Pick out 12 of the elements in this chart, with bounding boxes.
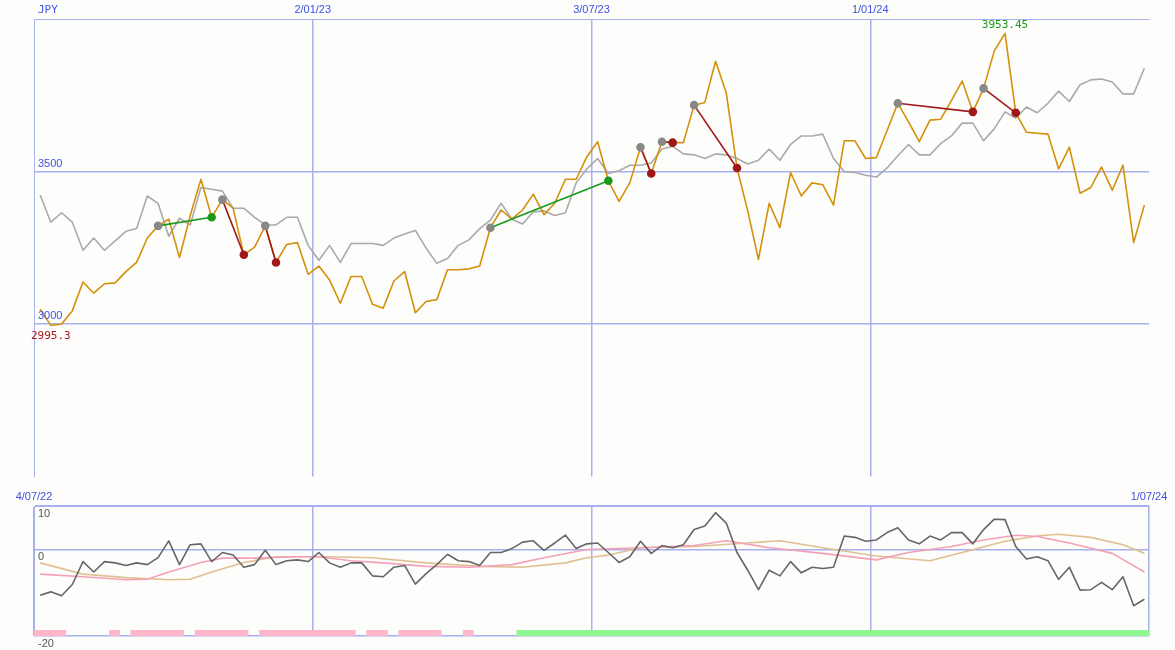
x-tick-label: 1/01/24 xyxy=(851,2,889,15)
x-tick-label: 3/07/23 xyxy=(573,2,610,15)
y-tick-label: 0 xyxy=(38,550,45,563)
x-tick-label: 4/07/22 xyxy=(15,489,53,502)
y-tick-label: 10 xyxy=(38,507,51,520)
annotation: 2995.3 xyxy=(30,328,71,342)
y-tick-label: 3500 xyxy=(38,156,63,169)
y-tick-label: -20 xyxy=(38,637,54,650)
y-axis-title: JPY xyxy=(38,2,59,16)
x-tick-label: 2/01/23 xyxy=(294,2,332,15)
x-tick-label: 1/07/24 xyxy=(1130,489,1168,502)
annotation: 3953.45 xyxy=(981,17,1029,31)
